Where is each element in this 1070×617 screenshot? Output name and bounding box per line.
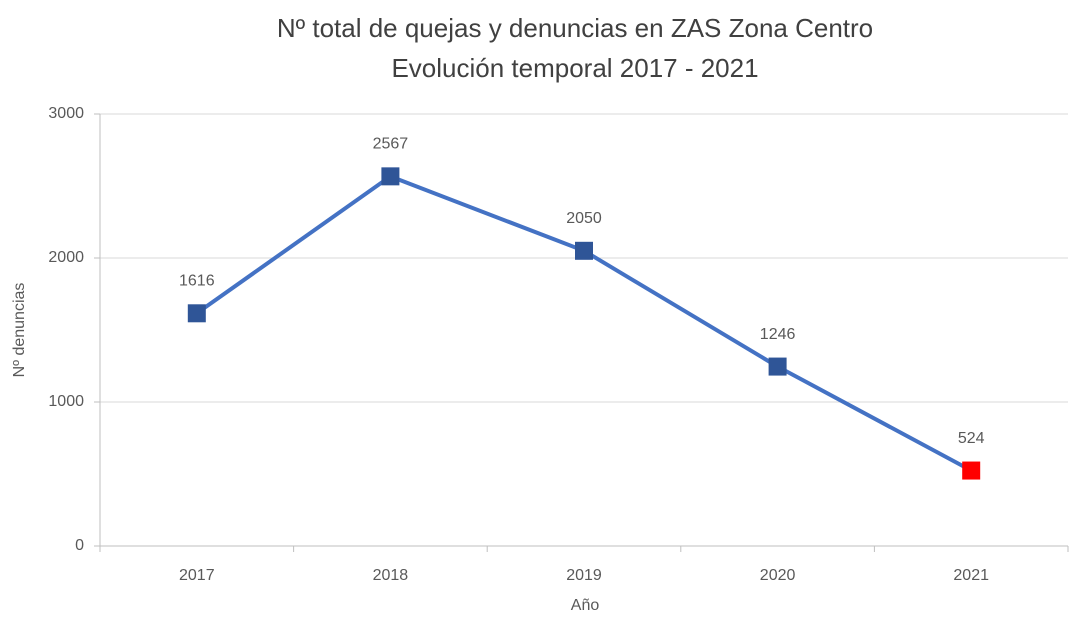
y-axis-label: Nº denuncias	[11, 283, 28, 378]
y-tick-label: 0	[75, 537, 84, 554]
y-tick-label: 1000	[48, 393, 84, 410]
x-axis-label: Año	[571, 597, 600, 614]
chart-subtitle: Evolución temporal 2017 - 2021	[391, 53, 758, 83]
data-label: 1246	[760, 326, 796, 343]
y-tick-label: 3000	[48, 105, 84, 122]
x-tick-label: 2018	[373, 567, 409, 584]
marker	[768, 357, 787, 376]
marker	[962, 461, 981, 480]
data-label: 524	[958, 430, 985, 447]
x-tick-label: 2017	[179, 567, 215, 584]
x-tick-label: 2019	[566, 567, 602, 584]
x-tick-label: 2020	[760, 567, 796, 584]
marker	[381, 167, 400, 186]
data-label: 1616	[179, 273, 215, 290]
chart-title: Nº total de quejas y denuncias en ZAS Zo…	[277, 13, 873, 43]
y-tick-label: 2000	[48, 249, 84, 266]
data-label: 2567	[373, 136, 409, 153]
x-tick-label: 2021	[953, 567, 989, 584]
marker	[187, 304, 206, 323]
data-label: 2050	[566, 210, 602, 227]
marker	[575, 241, 593, 260]
